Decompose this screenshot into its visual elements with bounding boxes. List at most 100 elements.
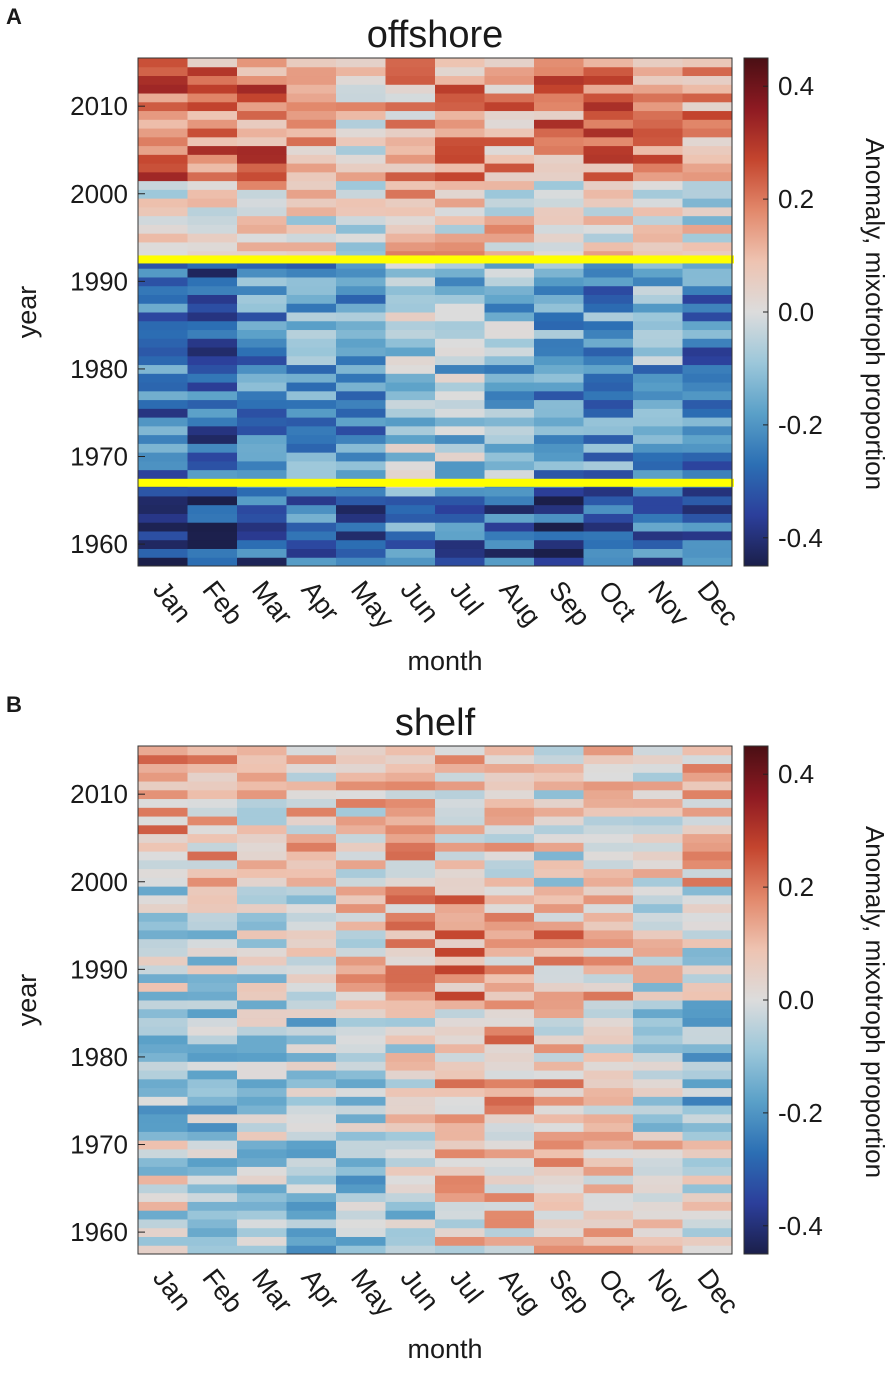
heatmap-cell [484, 303, 535, 313]
heatmap-cell [385, 964, 436, 975]
heatmap-cell [682, 1218, 733, 1229]
heatmap-cell [187, 75, 238, 85]
heatmap-cell [435, 539, 485, 549]
heatmap-cell [633, 110, 683, 120]
heatmap-cell [187, 956, 238, 966]
heatmap-cell [237, 938, 287, 948]
heatmap-cell [237, 973, 287, 983]
heatmap-cell [237, 1113, 287, 1124]
heatmap-cell [435, 1000, 485, 1010]
heatmap-cell [534, 522, 584, 532]
heatmap-cell [682, 1026, 733, 1036]
heatmap-cell [336, 754, 386, 765]
heatmap-cell [484, 1210, 535, 1220]
heatmap-cell [187, 390, 238, 401]
heatmap-cell [237, 110, 287, 120]
chart-title: offshore [366, 14, 504, 56]
heatmap-cell [682, 443, 733, 453]
heatmap-cell [385, 347, 436, 357]
heatmap-cell [484, 110, 535, 120]
heatmap-cell [385, 530, 436, 541]
heatmap-cell [682, 964, 733, 975]
heatmap-cell [187, 417, 238, 427]
heatmap-cell [237, 1052, 287, 1062]
heatmap-cell [534, 1070, 584, 1080]
heatmap-cell [633, 1166, 683, 1176]
heatmap-cell [385, 522, 436, 532]
heatmap-cell [583, 180, 634, 190]
heatmap-cell [682, 329, 733, 339]
heatmap-cell [286, 1148, 337, 1159]
heatmap-cell [534, 128, 584, 138]
heatmap-cell [633, 136, 683, 147]
heatmap-cell [237, 373, 287, 383]
heatmap-cell [138, 1192, 188, 1202]
colorbar-tick-label: 0.2 [778, 872, 814, 902]
heatmap-cell [484, 347, 535, 357]
heatmap-cell [286, 1210, 337, 1220]
heatmap-cell [534, 1035, 584, 1045]
heatmap-cell [138, 824, 188, 835]
heatmap-cell [187, 1078, 238, 1089]
heatmap-cell [187, 746, 238, 756]
heatmap-cell [534, 495, 584, 506]
heatmap-cell [484, 1148, 535, 1159]
heatmap-cell [237, 1061, 287, 1071]
heatmap-cell [187, 84, 238, 94]
heatmap-cell [583, 763, 634, 773]
heatmap-cell [484, 522, 535, 532]
x-tick-label: Aug [494, 575, 547, 631]
heatmap-cell [583, 373, 634, 383]
heatmap-cell [187, 1245, 238, 1255]
heatmap-cell [385, 877, 436, 887]
heatmap-cell [187, 886, 238, 896]
heatmap-cell [187, 355, 238, 366]
heatmap-cell [682, 312, 733, 322]
heatmap-cell [484, 956, 535, 966]
heatmap-cell [138, 320, 188, 331]
heatmap-cell [682, 460, 733, 471]
heatmap-cell [187, 443, 238, 453]
heatmap-cell [633, 390, 683, 401]
heatmap-cell [682, 912, 733, 922]
heatmap-cell [286, 390, 337, 401]
heatmap-cell [484, 1218, 535, 1229]
heatmap-cell [682, 894, 733, 905]
heatmap-cell [682, 886, 733, 896]
heatmap-cell [336, 145, 386, 155]
heatmap-cell [435, 224, 485, 234]
heatmap-cell [583, 522, 634, 532]
heatmap-cell [138, 215, 188, 225]
heatmap-cell [435, 522, 485, 532]
heatmap-cell [435, 956, 485, 966]
heatmap-cell [435, 1140, 485, 1150]
x-tick-label: Nov [642, 575, 696, 632]
heatmap-cell [286, 276, 337, 287]
heatmap-cell [286, 268, 337, 278]
heatmap-cell [682, 833, 733, 843]
heatmap-cell [138, 417, 188, 427]
heatmap-cell [484, 285, 535, 295]
heatmap-cell [237, 101, 287, 112]
heatmap-cell [138, 1087, 188, 1097]
heatmap-cell [187, 1008, 238, 1019]
heatmap-cell [385, 460, 436, 471]
heatmap-cell [336, 347, 386, 357]
heatmap-cell [187, 754, 238, 765]
heatmap-cell [187, 145, 238, 155]
heatmap-cell [138, 938, 188, 948]
heatmap-cell [187, 1113, 238, 1124]
heatmap-cell [484, 338, 535, 348]
panel-shelf: B shelf 1960 1970 1980 1990 2000 2010 Jan Feb Ma… [0, 688, 893, 1376]
heatmap-cell [187, 294, 238, 304]
heatmap-cell [484, 128, 535, 138]
heatmap-cell [336, 434, 386, 444]
heatmap-cell [187, 1096, 238, 1106]
heatmap-cell [286, 1218, 337, 1229]
heatmap-cell [138, 1166, 188, 1176]
heatmap-cell [187, 259, 238, 269]
x-tick-label: Dec [692, 1263, 745, 1319]
heatmap-cell [336, 1017, 386, 1027]
heatmap-cell [583, 347, 634, 357]
heatmap-cell [435, 268, 485, 278]
